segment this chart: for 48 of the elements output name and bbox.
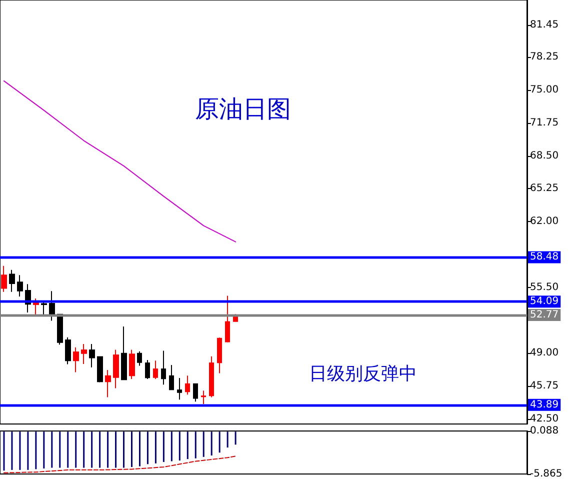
ref-line-label: 58.48: [530, 252, 559, 263]
candlestick: [193, 383, 198, 402]
y-tick-label: 65.25: [530, 183, 559, 194]
y-tick-label: -5.865: [530, 468, 562, 479]
text: 原油日图: [195, 95, 291, 123]
ref-line-label: 52.77: [530, 310, 559, 321]
candlestick: [33, 298, 39, 316]
candlestick: [113, 349, 119, 389]
candlestick: [153, 360, 158, 380]
candlestick: [73, 346, 79, 373]
candlestick: [177, 377, 182, 400]
y-tick-label: 68.50: [530, 150, 559, 162]
candlestick: [57, 314, 63, 346]
candlestick: [145, 360, 150, 380]
candlestick: [225, 295, 230, 343]
candlestick: [89, 344, 95, 368]
y-tick-label: 78.25: [530, 52, 559, 63]
candlestick: [137, 350, 142, 366]
candlestick: [97, 356, 103, 383]
candlestick: [209, 356, 214, 398]
y-tick-label: 81.45: [530, 19, 559, 30]
candlestick: [105, 369, 111, 398]
y-tick-label: 75.00: [530, 84, 559, 96]
candlestick: [9, 269, 15, 292]
y-tick-label: 55.50: [530, 282, 559, 293]
y-tick-label: 49.00: [530, 348, 559, 359]
ref-line-label: 43.89: [530, 399, 559, 410]
candlestick: [161, 350, 166, 386]
candlestick: [121, 326, 127, 380]
candlestick: [49, 290, 55, 322]
y-tick-label: 45.75: [530, 380, 559, 392]
y-tick-label: 62.00: [530, 216, 559, 228]
ref-line-label: 54.09: [530, 296, 559, 308]
annotation: 日级别反弹中: [309, 364, 417, 384]
candlestick: [185, 375, 190, 396]
candlestick: [81, 344, 87, 364]
candlestick: [17, 274, 23, 297]
candlestick: [1, 265, 7, 292]
candlestick: [169, 364, 174, 390]
candlestick: [129, 349, 135, 380]
candlestick: [201, 390, 206, 404]
candlestick: [65, 336, 71, 365]
y-tick-label: 0.088: [530, 426, 559, 436]
candlestick: [41, 302, 47, 316]
candlestick: [217, 337, 222, 374]
y-tick-label: 71.75: [530, 117, 559, 128]
line-series: [3, 456, 236, 474]
y-tick-label: 42.50: [530, 413, 559, 424]
